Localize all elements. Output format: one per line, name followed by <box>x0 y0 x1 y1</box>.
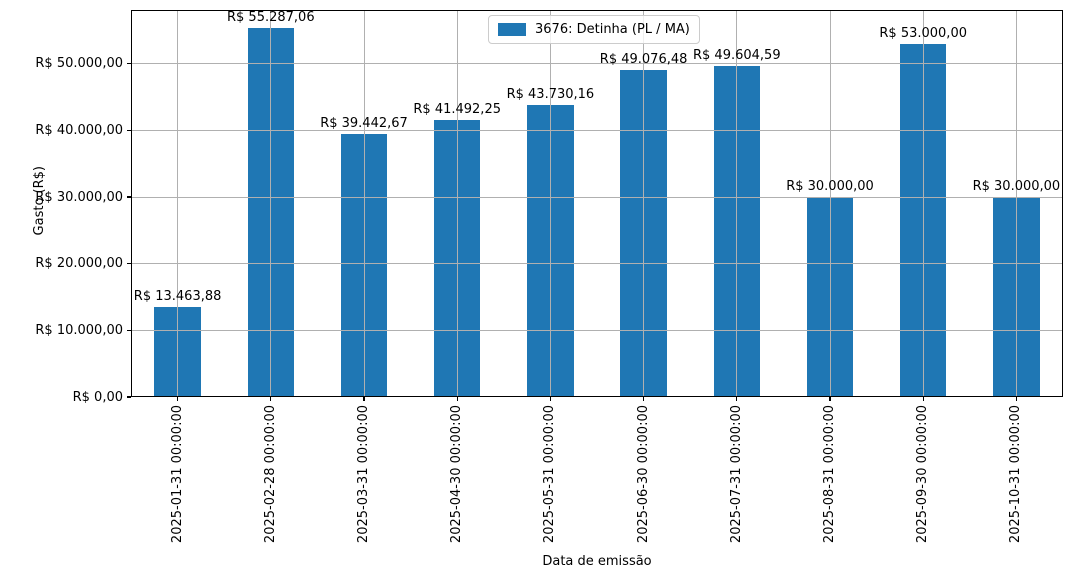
legend: 3676: Detinha (PL / MA) <box>488 15 700 44</box>
x-tick-label: 2025-03-31 00:00:00 <box>356 405 371 544</box>
x-tick-mark <box>643 397 645 401</box>
y-tick-mark <box>127 396 131 398</box>
x-tick-label: 2025-05-31 00:00:00 <box>542 405 558 544</box>
x-tick-label: 2025-09-30 00:00:00 <box>915 405 931 544</box>
y-tick-label: R$ 20.000,00 <box>35 256 123 272</box>
legend-label: 3676: Detinha (PL / MA) <box>535 22 690 37</box>
x-gridline <box>922 10 924 397</box>
x-tick-label: 2025-02-28 00:00:00 <box>262 405 278 544</box>
x-tick-mark <box>363 397 365 401</box>
y-gridline <box>131 129 1063 131</box>
x-tick-label: 2025-01-31 00:00:00 <box>169 405 185 544</box>
x-tick-label: 2025-06-30 00:00:00 <box>635 405 651 544</box>
y-tick-mark <box>127 329 131 331</box>
bar-value-label: R$ 55.287,06 <box>226 10 315 26</box>
x-tick-mark <box>736 397 738 401</box>
x-tick-label: 2025-07-31 00:00:00 <box>728 405 744 544</box>
y-tick-label: R$ 10.000,00 <box>35 322 123 338</box>
x-gridline <box>643 10 645 397</box>
bar-value-label: R$ 13.463,88 <box>133 289 222 305</box>
y-tick-mark <box>127 263 131 265</box>
x-gridline <box>363 10 365 397</box>
x-gridline <box>456 10 458 397</box>
x-tick-label: 2025-10-31 00:00:00 <box>1008 405 1024 544</box>
y-tick-label: R$ 50.000,00 <box>35 56 123 72</box>
y-gridline <box>131 329 1063 331</box>
x-gridline <box>270 10 272 397</box>
x-tick-mark <box>270 397 272 401</box>
x-gridline <box>736 10 738 397</box>
bar-value-label: R$ 49.604,59 <box>692 48 781 64</box>
y-tick-mark <box>127 196 131 198</box>
bar-value-label: R$ 49.076,48 <box>599 51 688 67</box>
x-tick-mark <box>829 397 831 401</box>
y-gridline <box>131 63 1063 65</box>
y-tick-label: R$ 0,00 <box>72 389 123 405</box>
y-tick-mark <box>127 129 131 131</box>
y-gridline <box>131 263 1063 265</box>
x-tick-mark <box>549 397 551 401</box>
x-tick-mark <box>922 397 924 401</box>
legend-swatch-icon <box>498 23 526 36</box>
y-gridline <box>131 196 1063 198</box>
x-tick-mark <box>177 397 179 401</box>
x-axis-title: Data de emissão <box>542 554 652 569</box>
x-tick-label: 2025-08-31 00:00:00 <box>822 405 837 544</box>
x-gridline <box>549 10 551 397</box>
bar-value-label: R$ 30.000,00 <box>786 179 874 194</box>
x-gridline <box>1015 10 1017 397</box>
y-tick-label: R$ 40.000,00 <box>35 122 123 138</box>
y-tick-mark <box>127 63 131 65</box>
y-tick-label: R$ 30.000,00 <box>35 189 123 205</box>
x-tick-mark <box>1015 397 1017 401</box>
bar-value-label: R$ 30.000,00 <box>972 179 1061 194</box>
x-tick-label: 2025-04-30 00:00:00 <box>449 405 465 544</box>
x-gridline <box>829 10 831 397</box>
bar-value-label: R$ 53.000,00 <box>879 25 967 41</box>
bar-value-label: R$ 43.730,16 <box>506 87 595 103</box>
bar-value-label: R$ 41.492,25 <box>413 102 501 118</box>
x-tick-mark <box>456 397 458 401</box>
x-gridline <box>177 10 179 397</box>
bar-value-label: R$ 39.442,67 <box>320 116 408 132</box>
